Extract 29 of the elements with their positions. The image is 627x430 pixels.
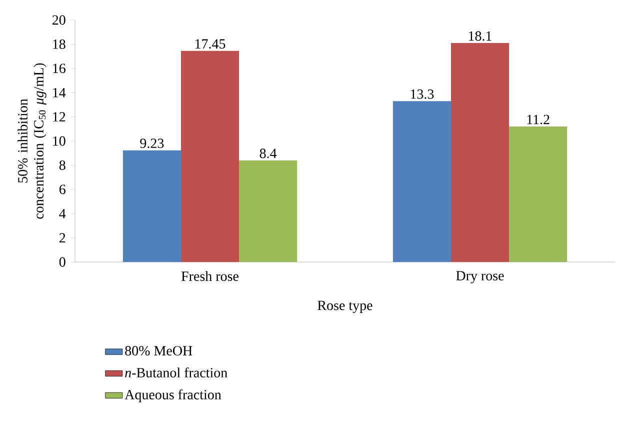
y-tick-label: 10	[53, 136, 66, 146]
y-tick-label: 20	[52, 15, 66, 25]
data-label: 11.2	[527, 114, 550, 124]
x-tick-label: Dry rose	[456, 271, 504, 284]
bar	[239, 160, 298, 262]
legend-label: n-Butanol fraction	[125, 367, 228, 378]
data-label: 8.4	[260, 148, 277, 158]
y-tick-label: 2	[59, 233, 66, 242]
bar	[180, 50, 240, 262]
data-label: 17.45	[195, 39, 226, 49]
y-tick-label: 4	[59, 208, 66, 218]
y-tick-label: 0	[59, 257, 66, 267]
legend-label: 80% MeOH	[125, 346, 192, 356]
y-tick-label: 6	[59, 184, 66, 194]
y-tick-label: 18	[53, 39, 66, 49]
bar	[450, 42, 510, 262]
bar	[122, 150, 181, 262]
x-axis-title: Rose type	[318, 300, 372, 314]
x-tick-label: Fresh rose	[181, 271, 238, 281]
y-tick-label: 8	[59, 160, 66, 170]
bar	[392, 101, 451, 262]
data-label: 18.1	[468, 31, 492, 41]
y-tick-label: 14	[53, 88, 66, 98]
bar	[509, 126, 568, 262]
data-label: 13.3	[410, 89, 434, 99]
legend-label: Aqueous fraction	[124, 389, 222, 402]
y-tick-label: 12	[53, 112, 66, 122]
data-label: 9.23	[140, 138, 164, 148]
y-tick-label: 16	[53, 64, 66, 74]
